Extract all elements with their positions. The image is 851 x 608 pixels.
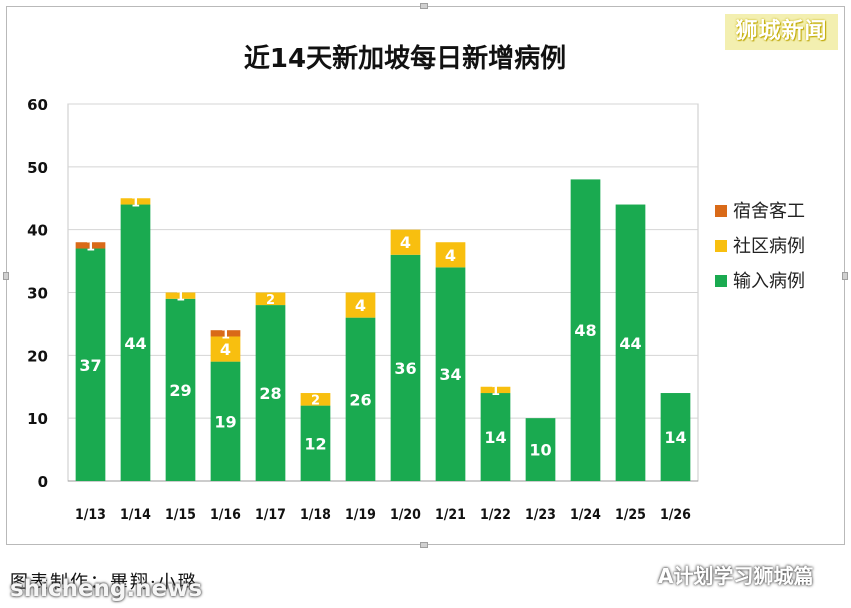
data-label: 14 [664, 428, 686, 447]
data-label: 1 [176, 290, 185, 305]
bar-community [255, 292, 286, 306]
x-tick-label: 1/21 [435, 507, 466, 523]
bar-community [345, 292, 376, 318]
bar-community [300, 393, 331, 406]
data-label: 10 [529, 441, 551, 460]
bar-imported [435, 267, 466, 481]
x-tick-label: 1/24 [570, 507, 601, 523]
data-label: 34 [439, 365, 461, 384]
data-label: 4 [445, 246, 456, 265]
data-label: 1 [86, 239, 95, 254]
x-tick-label: 1/22 [480, 507, 511, 523]
data-label: 1 [491, 384, 500, 399]
resize-handle-right[interactable] [842, 272, 848, 280]
bar-imported [255, 305, 286, 481]
bar-chart: 01020304050603711/134411/142911/1519411/… [27, 96, 805, 523]
wechat-icon [623, 565, 651, 584]
bar-imported [165, 298, 196, 481]
bar-community [390, 229, 421, 255]
bar-community [435, 242, 466, 268]
data-label: 1 [221, 327, 230, 342]
bar-dormitory [210, 330, 241, 337]
resize-handle-top[interactable] [420, 3, 428, 9]
y-tick-label: 0 [38, 473, 48, 491]
data-label: 28 [259, 384, 281, 403]
y-tick-label: 20 [27, 347, 48, 365]
resize-handle-left[interactable] [3, 272, 9, 280]
x-tick-label: 1/20 [390, 507, 421, 523]
x-tick-label: 1/17 [255, 507, 286, 523]
data-label: 19 [214, 412, 236, 431]
x-tick-label: 1/25 [615, 507, 646, 523]
data-label: 4 [400, 233, 411, 252]
bar-imported [75, 248, 106, 481]
data-label: 2 [266, 293, 275, 308]
y-tick-label: 50 [27, 159, 48, 177]
legend-label-community: 社区病例 [733, 236, 805, 257]
bar-dormitory [75, 242, 106, 249]
chart-title: 近14天新加坡每日新增病例 [243, 44, 567, 74]
legend-label-imported: 输入病例 [733, 271, 805, 292]
chart-credit: 图表制作：畢翔·小璐 [10, 572, 198, 593]
x-tick-label: 1/19 [345, 507, 376, 523]
data-label: 36 [394, 359, 416, 378]
legend-swatch-imported [715, 275, 727, 287]
data-label: 12 [304, 434, 326, 453]
bar-imported [660, 393, 691, 481]
bar-imported [480, 393, 511, 481]
x-tick-label: 1/13 [75, 507, 106, 523]
resize-handle-bottom[interactable] [420, 542, 428, 548]
bar-imported [615, 204, 646, 482]
data-label: 44 [124, 334, 146, 353]
data-label: 37 [79, 356, 101, 375]
legend-label-dormitory: 宿舍客工 [733, 201, 805, 222]
x-tick-label: 1/23 [525, 507, 556, 523]
data-label: 4 [220, 340, 231, 359]
bar-community [165, 292, 196, 299]
watermark-account-label: A计划学习狮城篇 [658, 564, 814, 588]
data-label: 48 [574, 321, 596, 340]
bar-community [210, 336, 241, 362]
legend-swatch-community [715, 240, 727, 252]
bar-imported [570, 179, 601, 481]
data-label: 26 [349, 390, 371, 409]
bar-imported [390, 254, 421, 481]
watermark-site: shicheng.news [10, 576, 203, 602]
y-tick-label: 30 [27, 285, 48, 303]
brand-tag: 狮城新闻 [725, 14, 838, 50]
bar-imported [300, 405, 331, 481]
data-label: 1 [131, 195, 140, 210]
bar-community [480, 386, 511, 394]
bar-imported [345, 317, 376, 481]
x-tick-label: 1/18 [300, 507, 331, 523]
y-tick-label: 60 [27, 96, 48, 114]
x-tick-label: 1/16 [210, 507, 241, 523]
y-tick-label: 10 [27, 410, 48, 428]
x-tick-label: 1/15 [165, 507, 196, 523]
watermark-account: A计划学习狮城篇 [622, 560, 813, 589]
bar-community [120, 198, 151, 205]
bar-imported [525, 418, 556, 481]
data-label: 29 [169, 381, 191, 400]
data-label: 4 [355, 296, 366, 315]
data-label: 44 [619, 334, 641, 353]
data-label: 14 [484, 428, 506, 447]
x-tick-label: 1/14 [120, 507, 151, 523]
data-label: 2 [311, 393, 320, 408]
bar-imported [210, 361, 241, 481]
bar-imported [120, 204, 151, 482]
legend-swatch-dormitory [715, 205, 727, 217]
x-tick-label: 1/26 [660, 507, 691, 523]
y-tick-label: 40 [27, 222, 48, 240]
